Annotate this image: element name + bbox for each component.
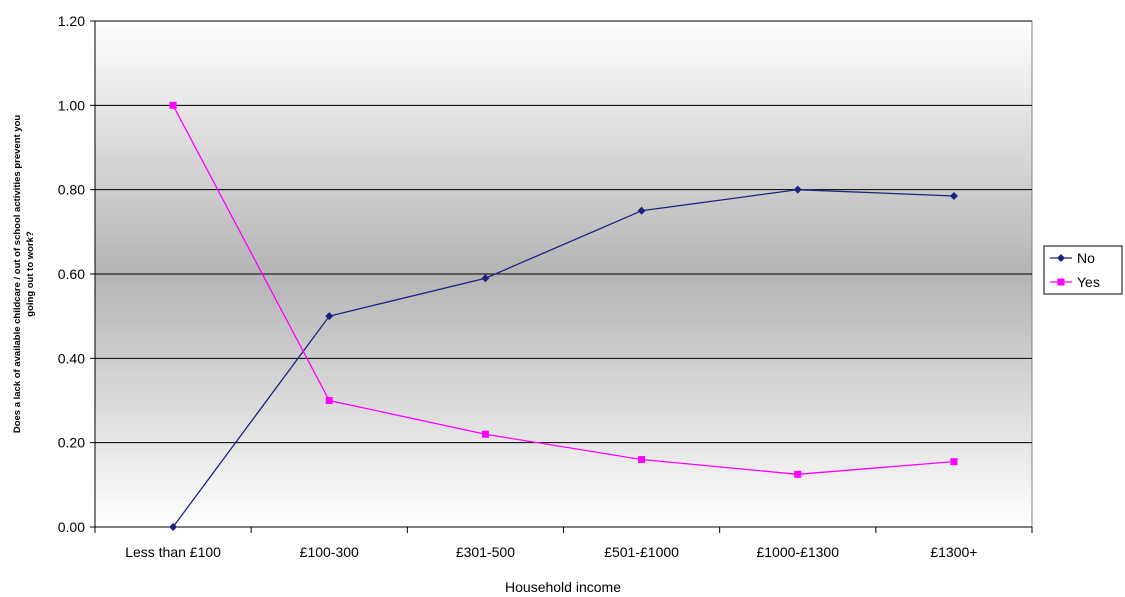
data-point xyxy=(481,274,490,283)
y-tick-label: 0.20 xyxy=(58,435,85,451)
x-tick-label: £301-500 xyxy=(456,544,515,560)
data-point xyxy=(481,430,489,438)
x-tick-label: £1000-£1300 xyxy=(756,544,839,560)
data-point xyxy=(1057,254,1065,262)
data-point xyxy=(793,185,802,194)
series-yes xyxy=(169,101,958,478)
x-tick-label: £1300+ xyxy=(930,544,977,560)
series-line xyxy=(172,105,954,475)
data-point xyxy=(325,397,333,404)
legend: No Yes xyxy=(1043,245,1123,295)
y-tick-label: 1.00 xyxy=(58,97,85,113)
y-tick-label: 0.40 xyxy=(58,350,85,366)
y-axis-title-line-2: going out to work? xyxy=(25,231,36,317)
legend-box xyxy=(1043,245,1123,295)
data-point xyxy=(638,456,646,464)
x-axis-tick-labels: Less than £100 £100-300 £301-500 £501-£1000… xyxy=(125,544,977,560)
legend-label: Yes xyxy=(1077,274,1100,290)
y-axis-tick-labels: 0.00 0.20 0.40 0.60 0.80 1.00 1.20 xyxy=(58,13,85,535)
data-point xyxy=(169,101,177,109)
data-point xyxy=(950,458,958,466)
series xyxy=(169,101,958,531)
data-point xyxy=(325,312,334,321)
data-point xyxy=(169,523,178,531)
y-tick-label: 0.80 xyxy=(58,182,85,198)
y-tick-label: 0.60 xyxy=(58,266,85,282)
data-point xyxy=(794,470,802,478)
axes xyxy=(90,20,1033,533)
y-tick-label: 0.00 xyxy=(58,519,85,535)
y-tick-label: 1.20 xyxy=(58,13,85,29)
x-axis-title: Household income xyxy=(505,579,621,595)
data-point xyxy=(1057,278,1065,286)
x-tick-label: £100-300 xyxy=(300,544,359,560)
gridlines xyxy=(95,20,1032,444)
data-point xyxy=(637,206,646,215)
x-tick-label: £501-£1000 xyxy=(604,544,679,560)
data-point xyxy=(949,191,958,200)
y-axis-title: Does a lack of available childcare / out… xyxy=(12,115,36,434)
x-tick-label: Less than £100 xyxy=(125,544,221,560)
y-axis-title-line-1: Does a lack of available childcare / out… xyxy=(12,115,23,434)
legend-label: No xyxy=(1077,250,1095,266)
